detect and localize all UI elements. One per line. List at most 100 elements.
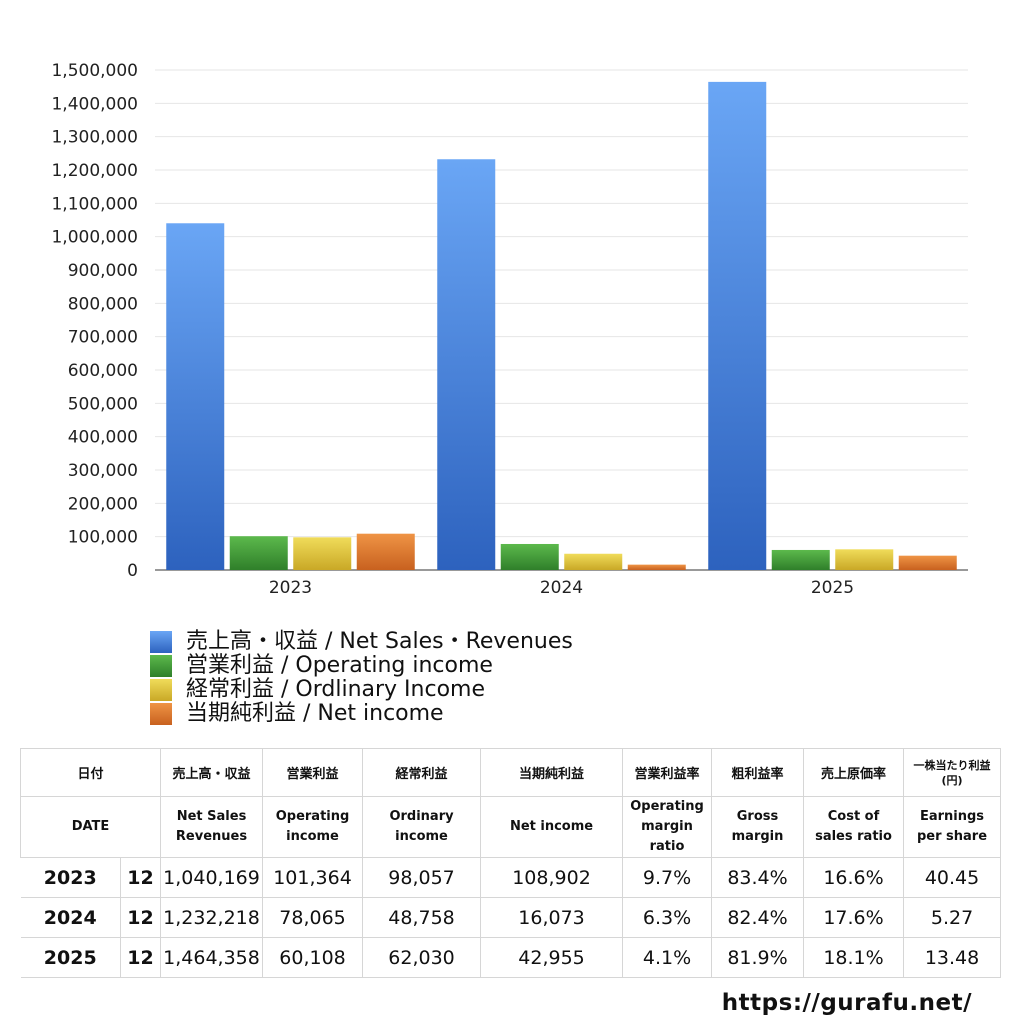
header-operating-margin-en: Operating margin ratio [622, 796, 713, 858]
y-tick-label: 900,000 [68, 261, 138, 281]
bar-2024-series-1 [500, 543, 559, 570]
y-tick-label: 300,000 [68, 461, 138, 481]
bar-chart: 0 100,000 200,000 300,000 400,000 500,000 600,… [51, 61, 968, 598]
table-cell: 1,040,169 [160, 857, 264, 898]
table-cell: 78,065 [262, 897, 364, 938]
header-gross-margin-jp: 粗利益率 [711, 748, 805, 797]
y-tick-label: 700,000 [68, 328, 138, 348]
legend-label: 売上高・収益 / Net Sales・Revenues [186, 629, 573, 654]
legend-item: 営業利益 / Operating income [150, 654, 573, 678]
header-net-income-jp: 当期純利益 [480, 748, 624, 797]
legend-swatch [150, 655, 172, 677]
row-year: 2025 [20, 937, 121, 978]
table-cell: 16.6% [803, 857, 905, 898]
header-cost-ratio-en: Cost of sales ratio [803, 796, 905, 858]
table-cell: 17.6% [803, 897, 905, 938]
y-tick-label: 100,000 [68, 528, 138, 548]
y-tick-label: 1,400,000 [51, 94, 138, 114]
table-row: 2023 12 1,040,169 101,364 98,057 108,902 9.7% 8… [20, 857, 1002, 898]
table-cell: 16,073 [480, 897, 624, 938]
y-tick-label: 600,000 [68, 361, 138, 381]
table-row: 2025 12 1,464,358 60,108 62,030 42,955 4.1% 81.… [20, 937, 1002, 978]
y-tick-label: 0 [127, 561, 138, 581]
header-net-sales-en: Net Sales Revenues [160, 796, 264, 858]
header-operating-income-en: Operating income [262, 796, 364, 858]
y-tick-label: 200,000 [68, 494, 138, 514]
bar-2025-series-1 [771, 549, 830, 570]
bar-2024-series-3 [627, 564, 686, 570]
row-month: 12 [119, 857, 161, 898]
table-cell: 1,232,218 [160, 897, 264, 938]
legend-item: 当期純利益 / Net income [150, 702, 573, 726]
bar-2024-series-2 [564, 553, 623, 570]
legend-label: 経常利益 / Ordlinary Income [186, 677, 485, 702]
table-cell: 101,364 [262, 857, 364, 898]
bar-2024-series-0 [437, 159, 496, 570]
y-tick-label: 500,000 [68, 394, 138, 414]
y-tick-label: 1,500,000 [51, 61, 138, 81]
table-cell: 83.4% [711, 857, 805, 898]
bar-2023-series-0 [166, 223, 225, 571]
header-gross-margin-en: Gross margin [711, 796, 805, 858]
table-cell: 4.1% [622, 937, 713, 978]
row-year: 2024 [20, 897, 121, 938]
x-category-label: 2025 [811, 578, 854, 598]
legend-label: 営業利益 / Operating income [186, 653, 493, 678]
y-tick-label: 1,100,000 [51, 194, 138, 214]
table-cell: 48,758 [362, 897, 482, 938]
table-cell: 9.7% [622, 857, 713, 898]
table-cell: 62,030 [362, 937, 482, 978]
row-month: 12 [119, 897, 161, 938]
legend-swatch [150, 679, 172, 701]
header-cost-ratio-jp: 売上原価率 [803, 748, 905, 797]
legend-item: 経常利益 / Ordlinary Income [150, 678, 573, 702]
row-month: 12 [119, 937, 161, 978]
table-cell: 98,057 [362, 857, 482, 898]
header-eps-en: Earnings per share [903, 796, 1002, 858]
table-cell: 42,955 [480, 937, 624, 978]
y-tick-label: 800,000 [68, 294, 138, 314]
header-ordinary-income-en: Ordinary income [362, 796, 482, 858]
legend-swatch [150, 703, 172, 725]
table-cell: 40.45 [903, 857, 1002, 898]
table-cell: 1,464,358 [160, 937, 264, 978]
table-cell: 5.27 [903, 897, 1002, 938]
chart-legend: 売上高・収益 / Net Sales・Revenues 営業利益 / Operat… [150, 630, 573, 726]
table-row: 2024 12 1,232,218 78,065 48,758 16,073 6.3% 82.… [20, 897, 1002, 938]
header-operating-margin-jp: 営業利益率 [622, 748, 713, 797]
table-header-jp: 日付 売上高・収益 営業利益 経常利益 当期純利益 営業利益率 粗利益率 売上原… [19, 748, 1002, 797]
site-credit: https://gurafu.net/ [721, 990, 972, 1016]
row-year: 2023 [20, 857, 121, 898]
x-category-label: 2024 [540, 578, 583, 598]
table-cell: 81.9% [711, 937, 805, 978]
bar-2023-series-3 [356, 533, 415, 570]
header-date-en: DATE [19, 796, 161, 858]
bar-2025-series-3 [898, 555, 957, 570]
table-cell: 108,902 [480, 857, 624, 898]
financial-table: 日付 売上高・収益 営業利益 経常利益 当期純利益 営業利益率 粗利益率 売上原… [19, 748, 1002, 978]
table-cell: 18.1% [803, 937, 905, 978]
y-tick-label: 1,300,000 [51, 128, 138, 148]
y-tick-label: 1,000,000 [51, 228, 138, 248]
table-header-en: DATE Net Sales Revenues Operating income… [19, 796, 1002, 858]
legend-swatch [150, 631, 172, 653]
table-cell: 6.3% [622, 897, 713, 938]
x-category-label: 2023 [269, 578, 312, 598]
header-net-income-en: Net income [480, 796, 624, 858]
bar-2023-series-1 [229, 536, 288, 570]
header-eps-jp: 一株当たり利益 (円) [903, 748, 1002, 797]
table-cell: 13.48 [903, 937, 1002, 978]
legend-item: 売上高・収益 / Net Sales・Revenues [150, 630, 573, 654]
header-date-jp: 日付 [19, 748, 161, 797]
y-tick-label: 400,000 [68, 428, 138, 448]
header-operating-income-jp: 営業利益 [262, 748, 364, 797]
legend-label: 当期純利益 / Net income [186, 701, 444, 726]
bar-2023-series-2 [293, 537, 352, 570]
bar-2025-series-2 [835, 549, 894, 570]
y-tick-label: 1,200,000 [51, 161, 138, 181]
header-ordinary-income-jp: 経常利益 [362, 748, 482, 797]
table-cell: 82.4% [711, 897, 805, 938]
header-net-sales-jp: 売上高・収益 [160, 748, 264, 797]
table-cell: 60,108 [262, 937, 364, 978]
bar-2025-series-0 [708, 81, 767, 570]
